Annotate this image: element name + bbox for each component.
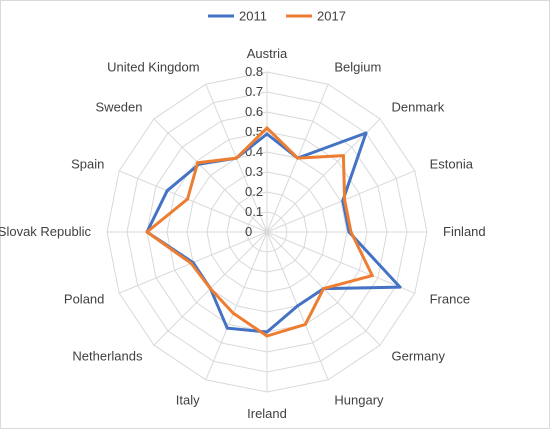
category-label-netherlands: Netherlands [72,349,143,364]
data-point-2017-belgium [296,156,300,160]
data-point-2017-italy [231,311,235,315]
category-label-slovak-republic: Slovak Republic [0,224,91,239]
tick-label: 0.7 [245,84,263,99]
radar-grid [106,71,428,393]
data-point-2017-netherlands [208,287,212,291]
data-point-2017-ireland [265,334,269,338]
data-point-2011-ireland [265,330,269,334]
tick-label: 0.5 [245,124,263,139]
category-label-italy: Italy [176,393,200,408]
data-point-2017-denmark [341,154,345,158]
category-label-denmark: Denmark [392,100,445,115]
data-series [145,126,402,338]
category-label-poland: Poland [64,291,104,306]
legend-label-2017: 2017 [317,9,346,24]
spoke-estonia [266,170,415,233]
spoke-france [266,231,415,294]
category-label-united-kingdom: United Kingdom [107,59,200,74]
data-point-2011-spain [165,189,169,193]
data-point-2017-sweden [196,161,200,165]
tick-label: 0.3 [245,164,263,179]
data-point-2017-spain [186,197,189,201]
tick-label: 0.6 [245,104,263,119]
category-label-germany: Germany [392,349,446,364]
spoke-italy [205,231,268,380]
data-point-2011-austria [265,132,269,136]
spoke-sweden [153,118,268,233]
category-label-sweden: Sweden [96,100,143,115]
tick-label: 0.2 [245,184,263,199]
data-point-2017-estonia [343,198,347,202]
legend: 2011 2017 [208,9,346,24]
category-label-finland: Finland [443,224,486,239]
category-label-austria: Austria [247,46,288,61]
category-label-belgium: Belgium [334,59,381,74]
tick-label: 0.8 [245,64,263,79]
data-point-2011-hungary [296,304,300,308]
category-label-ireland: Ireland [247,406,287,421]
data-point-2017-austria [265,126,269,130]
data-point-2017-poland [189,261,193,265]
data-point-2011-italy [225,326,229,330]
data-point-2017-germany [322,287,326,291]
data-point-2017-france [370,274,374,278]
data-point-2017-finland [349,230,353,234]
data-point-2011-france [398,285,402,289]
category-label-hungary: Hungary [334,393,384,408]
data-point-2011-denmark [364,131,368,135]
data-point-2017-slovak-republic [145,230,149,234]
tick-label: 0 [245,224,252,239]
radial-tick-labels: 00.10.20.30.40.50.60.70.8 [245,64,263,239]
data-point-2017-hungary [303,322,307,326]
data-point-2017-united-kingdom [234,156,238,160]
tick-label: 0.1 [245,204,263,219]
spoke-spain [119,170,268,233]
category-label-france: France [430,291,470,306]
legend-label-2011: 2011 [239,9,267,24]
category-label-estonia: Estonia [430,157,474,172]
category-labels: Austria Belgium Denmark Estonia Finland Franc… [0,46,486,421]
spoke-denmark [266,118,381,233]
category-label-spain: Spain [71,157,104,172]
